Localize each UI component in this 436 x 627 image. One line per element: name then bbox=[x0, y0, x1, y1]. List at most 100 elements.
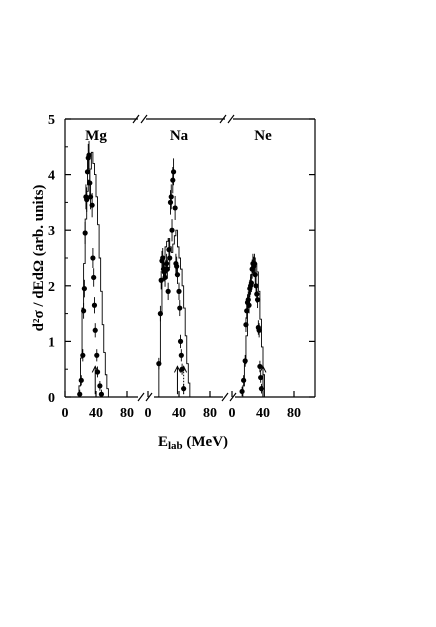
axis-break-mark bbox=[137, 392, 145, 402]
x-axis-title: Elab (MeV) bbox=[158, 434, 228, 452]
data-point bbox=[245, 297, 251, 303]
data-point bbox=[169, 227, 175, 233]
data-point bbox=[251, 260, 258, 267]
panel-label: Mg bbox=[85, 128, 107, 144]
data-point bbox=[181, 386, 187, 392]
data-point bbox=[257, 363, 263, 370]
data-point bbox=[176, 288, 182, 294]
x-axis-label: Elab (MeV) bbox=[158, 434, 228, 452]
data-point bbox=[166, 247, 172, 253]
data-point bbox=[97, 383, 103, 389]
data-point bbox=[256, 327, 262, 333]
panel-label: Na bbox=[170, 128, 189, 144]
data-point bbox=[86, 152, 92, 158]
x-axis-label-sub: lab bbox=[168, 440, 183, 452]
data-point bbox=[160, 255, 166, 261]
data-point bbox=[167, 199, 174, 205]
data-point bbox=[258, 386, 265, 392]
data-point bbox=[162, 274, 168, 281]
panel-ne: 0 40 80 Ne bbox=[229, 128, 302, 421]
data-point bbox=[177, 338, 184, 344]
data-point bbox=[170, 177, 176, 183]
data-point bbox=[84, 197, 90, 203]
data-point bbox=[87, 180, 93, 186]
axis-break-mark bbox=[140, 114, 148, 124]
data-point bbox=[94, 369, 101, 375]
data-point bbox=[90, 255, 96, 261]
axis-break-mark bbox=[229, 392, 237, 402]
data-point bbox=[248, 280, 254, 286]
data-point bbox=[242, 358, 248, 364]
x-tick-label: 0 bbox=[229, 406, 236, 421]
data-point bbox=[246, 302, 252, 308]
data-point bbox=[252, 272, 258, 278]
data-point bbox=[253, 283, 259, 289]
axis-break-mark bbox=[221, 392, 229, 402]
data-point bbox=[77, 391, 83, 397]
axis-break-mark bbox=[145, 392, 153, 402]
data-point bbox=[92, 327, 98, 333]
data-point bbox=[254, 297, 261, 303]
energy-arrow-head bbox=[174, 365, 181, 373]
x-tick-label: 0 bbox=[145, 406, 152, 421]
y-tick-label: 2 bbox=[48, 280, 55, 295]
data-point bbox=[167, 255, 173, 261]
data-point bbox=[177, 305, 183, 311]
data-point bbox=[174, 272, 181, 278]
data-point bbox=[168, 194, 174, 200]
axis-break-mark bbox=[227, 114, 235, 124]
data-point bbox=[94, 352, 100, 358]
data-point bbox=[157, 311, 163, 317]
axis-break-mark bbox=[219, 114, 227, 124]
x-axis-label-main: E bbox=[158, 434, 168, 450]
x-tick-label: 80 bbox=[203, 406, 217, 421]
data-point bbox=[156, 361, 162, 367]
data-point bbox=[78, 377, 84, 383]
data-point bbox=[84, 169, 91, 175]
x-tick-label: 80 bbox=[120, 406, 134, 421]
x-tick-label: 40 bbox=[172, 406, 186, 421]
x-tick-label: 0 bbox=[62, 406, 69, 421]
data-point bbox=[172, 205, 178, 211]
data-point bbox=[80, 352, 86, 358]
data-point bbox=[174, 263, 180, 269]
data-point bbox=[239, 388, 245, 395]
x-axis-label-unit: (MeV) bbox=[183, 434, 228, 450]
x-tick-label: 40 bbox=[89, 406, 103, 421]
data-point bbox=[244, 308, 250, 314]
y-axis-title: d²σ / dEdΩ (arb. units) bbox=[31, 185, 47, 332]
data-point bbox=[91, 274, 97, 281]
data-point bbox=[81, 308, 87, 314]
y-tick-label: 4 bbox=[48, 169, 55, 184]
data-point bbox=[164, 266, 170, 272]
data-point bbox=[170, 169, 177, 175]
panel-na: 0 40 80 Na bbox=[145, 128, 218, 421]
data-point bbox=[81, 285, 87, 292]
x-tick-label: 40 bbox=[256, 406, 270, 421]
data-point bbox=[241, 377, 247, 383]
data-point bbox=[164, 260, 170, 267]
x-tick-label: 80 bbox=[287, 406, 301, 421]
panel-mg: 0 40 80 Mg bbox=[62, 128, 135, 421]
y-tick-label: 1 bbox=[48, 335, 55, 350]
data-point bbox=[243, 322, 249, 328]
data-point bbox=[89, 202, 95, 208]
data-point bbox=[82, 230, 88, 236]
panel-label: Ne bbox=[254, 128, 272, 144]
data-point bbox=[98, 391, 105, 397]
energy-arrow-head bbox=[259, 365, 267, 373]
y-axis-label: d²σ / dEdΩ (arb. units) bbox=[31, 185, 47, 332]
data-point bbox=[258, 374, 264, 381]
data-point bbox=[165, 288, 171, 294]
data-point bbox=[179, 366, 185, 372]
y-tick-label: 0 bbox=[48, 391, 55, 406]
data-point bbox=[254, 291, 260, 297]
data-point bbox=[178, 352, 184, 358]
histogram-line bbox=[76, 151, 109, 398]
data-point bbox=[91, 302, 98, 308]
axis-break-mark bbox=[132, 114, 140, 124]
y-tick-label: 3 bbox=[48, 224, 55, 239]
y-tick-label: 5 bbox=[48, 113, 55, 128]
chart-marks: 0 40 80 Mg 0 40 80 Na 0 40 80 Ne bbox=[62, 128, 302, 421]
